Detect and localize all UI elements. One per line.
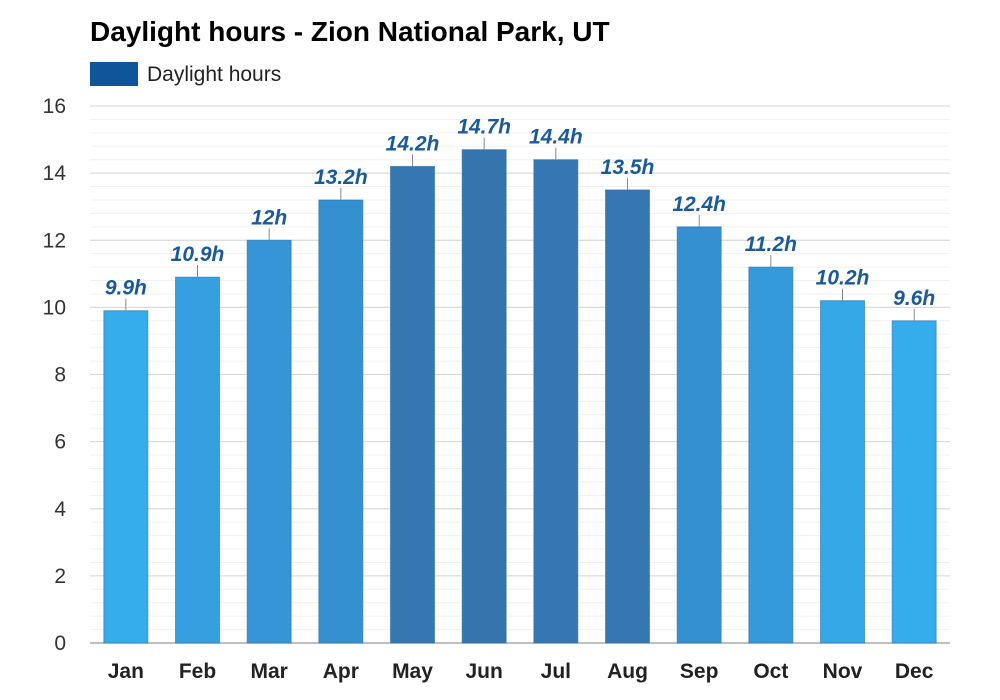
grid (90, 105, 950, 644)
x-tick-label: Jul (541, 660, 571, 683)
x-tick-label: Oct (753, 660, 788, 683)
legend-label: Daylight hours (147, 63, 281, 86)
bar-may (390, 165, 435, 644)
bar-apr (318, 199, 364, 644)
data-label-aug: 13.5h (601, 156, 655, 179)
y-tick-label: 6 (54, 431, 66, 454)
y-tick-label: 12 (43, 229, 66, 252)
data-label-jun: 14.7h (457, 116, 511, 139)
bars (103, 149, 937, 644)
bar-nov (820, 300, 865, 644)
y-tick-label: 2 (54, 565, 66, 588)
y-tick-label: 14 (43, 162, 67, 185)
y-tick-label: 0 (54, 632, 66, 655)
data-label-jan: 9.9h (105, 277, 147, 300)
data-label-feb: 10.9h (171, 243, 225, 266)
x-tick-label: Nov (823, 660, 863, 683)
data-label-sep: 12.4h (672, 193, 726, 216)
data-label-apr: 13.2h (314, 166, 368, 189)
x-axis: Jan Feb Mar Apr May Jun Jul Aug Sep Oct Nov Dec (108, 660, 934, 683)
bar-dec (891, 320, 937, 644)
x-tick-label: Aug (607, 660, 648, 683)
chart-title: Daylight hours - Zion National Park, UT (90, 16, 610, 47)
y-tick-label: 8 (54, 364, 66, 387)
x-tick-label: Sep (680, 660, 719, 683)
x-tick-label: Apr (323, 660, 359, 683)
data-label-dec: 9.6h (893, 287, 935, 310)
bar-feb (175, 276, 220, 644)
data-labels: 9.9h 10.9h 12h 13.2h 14.2h 14.7h 14.4h 13.5h 12.… (105, 116, 935, 321)
bar-aug (605, 189, 650, 644)
y-tick-label: 10 (43, 296, 66, 319)
x-tick-label: May (392, 660, 433, 683)
data-label-jul: 14.4h (529, 126, 583, 149)
bar-jan (103, 310, 149, 644)
bar-jul (533, 159, 579, 644)
x-tick-label: Jun (465, 660, 502, 683)
bar-mar (246, 239, 292, 644)
x-tick-label: Mar (250, 660, 287, 683)
y-tick-label: 16 (43, 95, 66, 118)
data-label-oct: 11.2h (745, 233, 797, 256)
x-tick-label: Dec (895, 660, 934, 683)
bar-sep (676, 226, 722, 644)
data-label-nov: 10.2h (816, 267, 870, 290)
bar-oct (748, 266, 794, 644)
legend: Daylight hours (90, 62, 281, 86)
data-label-mar: 12h (251, 206, 287, 229)
legend-swatch (90, 62, 138, 86)
data-label-may: 14.2h (386, 132, 440, 155)
y-axis: 0 2 4 6 8 10 12 14 16 (43, 95, 67, 655)
y-tick-label: 4 (54, 498, 66, 521)
x-tick-label: Feb (179, 660, 216, 683)
x-tick-label: Jan (108, 660, 144, 683)
bar-jun (461, 149, 507, 644)
